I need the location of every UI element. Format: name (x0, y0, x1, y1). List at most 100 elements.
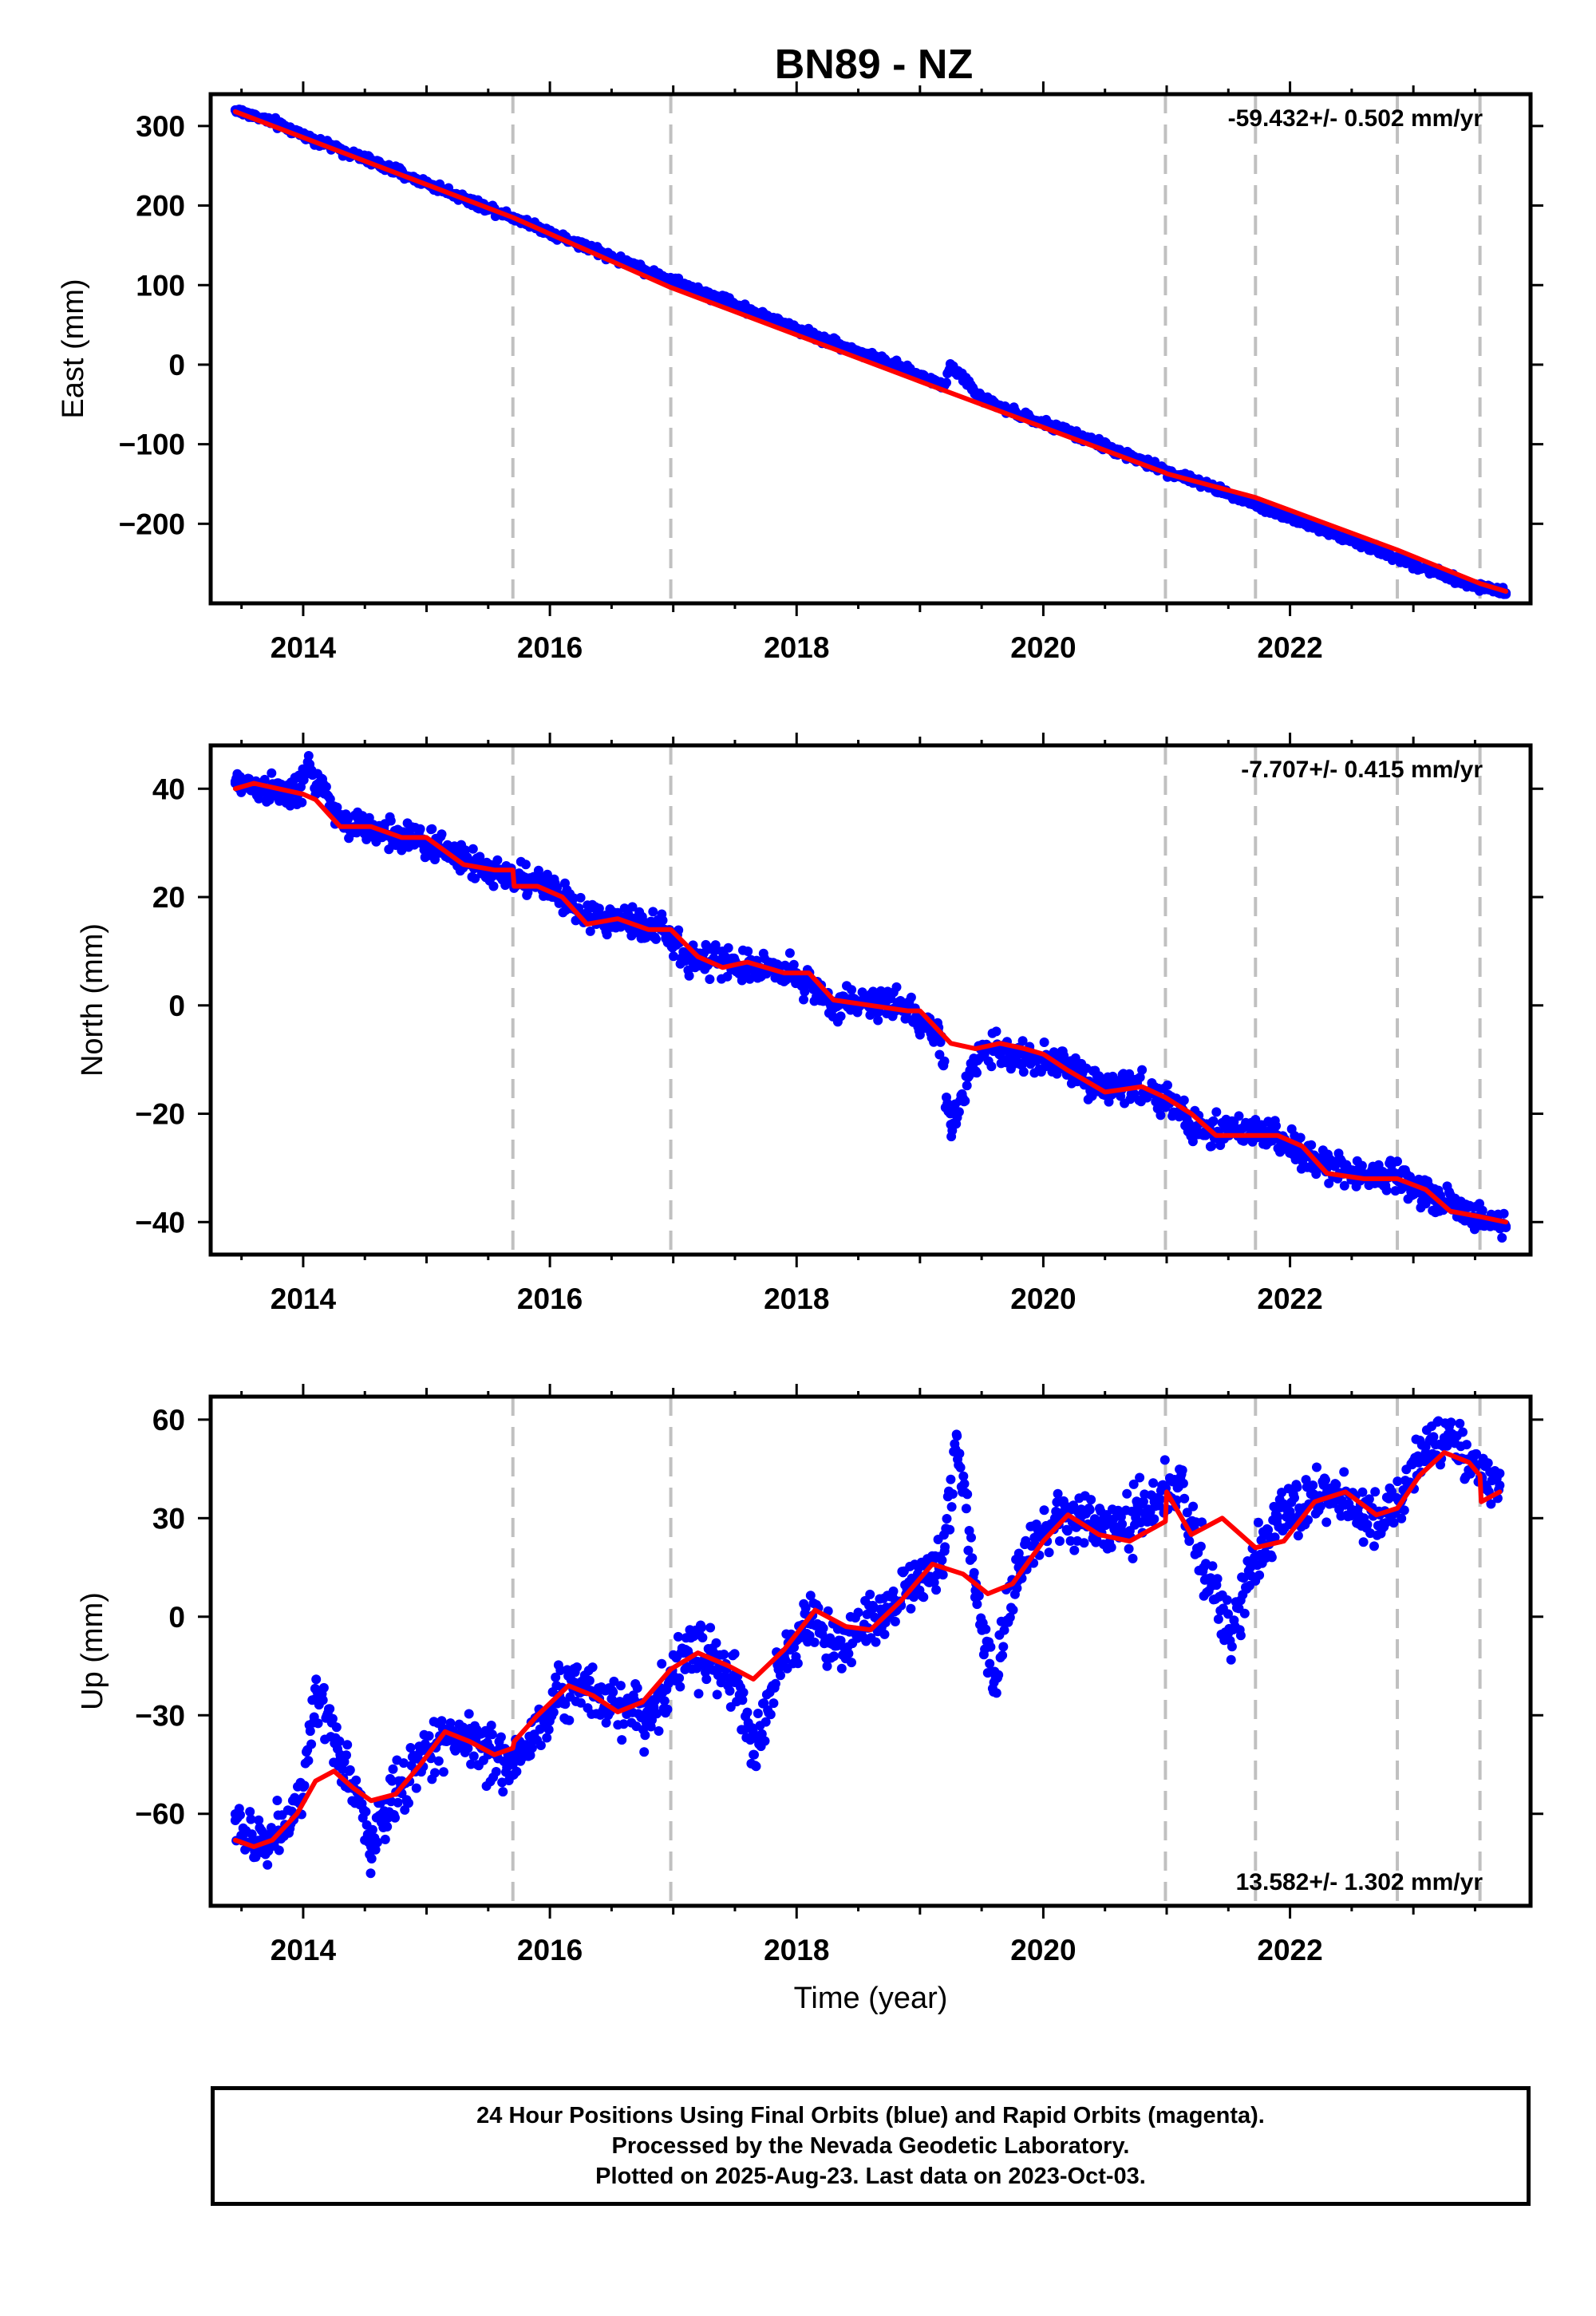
data-point (906, 992, 916, 1002)
data-point (915, 1030, 925, 1040)
data-point (575, 892, 586, 903)
data-point (508, 1760, 518, 1770)
data-point (1129, 1089, 1140, 1099)
data-point (749, 1749, 759, 1760)
data-point (1321, 1475, 1330, 1485)
data-point (445, 1718, 456, 1729)
data-point (254, 793, 264, 804)
data-point (799, 994, 808, 1005)
data-point (1156, 1110, 1166, 1120)
data-point (254, 1815, 264, 1825)
data-point (1486, 1499, 1496, 1509)
data-point (1234, 1111, 1244, 1121)
data-point (602, 930, 612, 940)
x-tick-label: 2022 (1257, 1934, 1322, 1966)
data-point (1358, 1537, 1369, 1547)
data-point (427, 824, 437, 834)
data-point (659, 1696, 670, 1706)
data-point (1461, 1440, 1472, 1450)
data-point (584, 1675, 595, 1686)
data-point (437, 829, 447, 840)
data-point (325, 794, 335, 804)
data-point (1149, 1496, 1159, 1507)
data-point (1116, 1512, 1126, 1522)
data-point (1179, 1493, 1190, 1504)
data-point (829, 1651, 839, 1662)
data-point (888, 1586, 899, 1596)
data-point (1138, 1496, 1148, 1507)
rate-label-north: -7.707+/- 0.415 mm/yr (1241, 757, 1483, 783)
data-point (952, 1431, 962, 1441)
data-point (656, 271, 666, 282)
data-point (818, 1623, 828, 1634)
data-point (251, 1852, 261, 1862)
data-point (847, 1658, 856, 1668)
data-point (906, 1603, 916, 1614)
data-point (958, 1471, 969, 1481)
data-point (246, 1814, 256, 1824)
y-tick-label: 0 (168, 349, 185, 381)
data-point (430, 855, 440, 864)
data-point (385, 816, 396, 826)
data-point (305, 1726, 315, 1737)
data-point (1177, 1465, 1187, 1476)
data-point (871, 1637, 881, 1647)
data-point (575, 1697, 586, 1708)
data-point (390, 1812, 400, 1823)
data-point (998, 1642, 1009, 1652)
data-point (963, 1545, 974, 1555)
data-point (1254, 1570, 1265, 1580)
data-point (1223, 1628, 1234, 1638)
data-point (945, 1524, 955, 1535)
y-tick-label: −200 (119, 508, 185, 540)
data-point (705, 1622, 716, 1633)
data-point (1039, 1037, 1049, 1047)
data-point (942, 1098, 953, 1109)
y-axis-label-east: East (mm) (57, 279, 90, 418)
data-point (1290, 1492, 1299, 1503)
data-point (765, 1709, 776, 1720)
data-point (1062, 1526, 1073, 1536)
frame-east (208, 92, 1533, 606)
data-point (1227, 1642, 1237, 1652)
data-point (1128, 1553, 1138, 1563)
data-point (404, 1798, 413, 1808)
frame-up (208, 1394, 1533, 1908)
data-point (1069, 1500, 1079, 1511)
data-point (697, 1622, 707, 1633)
data-point (701, 1674, 712, 1685)
data-point (946, 359, 956, 370)
model-line-up (232, 1450, 1503, 1849)
y-tick-label: 300 (136, 110, 185, 143)
data-point (361, 1807, 371, 1817)
data-point (879, 1629, 890, 1639)
data-point (712, 1690, 722, 1700)
data-point (681, 1644, 691, 1654)
data-point (767, 314, 777, 325)
data-point (960, 1096, 970, 1106)
data-point (657, 1658, 667, 1669)
data-point (939, 1056, 950, 1066)
x-tick-label: 2014 (271, 1934, 337, 1966)
data-point (365, 1841, 376, 1852)
data-point (393, 1797, 403, 1808)
data-point (1369, 1541, 1379, 1551)
data-point (313, 1718, 323, 1729)
data-point (1174, 1480, 1184, 1491)
data-point (351, 1775, 361, 1785)
data-point (468, 844, 478, 854)
data-point (318, 1695, 328, 1705)
data-point (1270, 1532, 1280, 1543)
data-point (470, 873, 480, 883)
data-point (306, 1739, 317, 1749)
data-point (1207, 1561, 1218, 1571)
data-point (1292, 1482, 1302, 1492)
data-point (748, 1726, 758, 1737)
data-point (981, 1624, 991, 1634)
data-point (299, 1780, 310, 1791)
data-point (365, 1868, 376, 1879)
x-tick-label: 2020 (1010, 1282, 1076, 1315)
x-tick-label: 2016 (517, 1282, 583, 1315)
y-tick-label: 30 (152, 1502, 185, 1535)
data-point (1483, 1458, 1493, 1468)
